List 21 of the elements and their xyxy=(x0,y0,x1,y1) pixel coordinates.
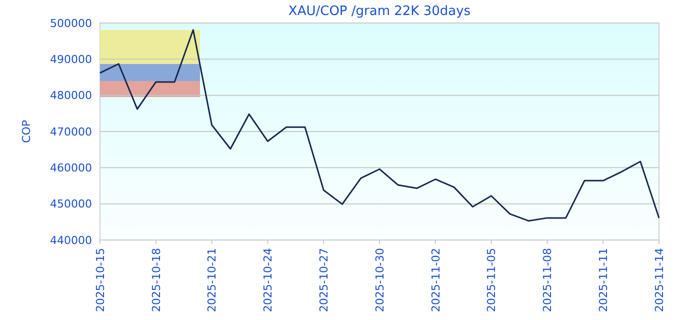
x-tick-label: 2025-10-21 xyxy=(206,248,219,312)
chart-title: XAU/COP /gram 22K 30days xyxy=(288,4,471,19)
y-tick-label: 470000 xyxy=(50,125,92,138)
y-tick-label: 500000 xyxy=(50,16,92,30)
x-tick-label: 2025-10-18 xyxy=(150,248,163,312)
y-tick-label: 450000 xyxy=(50,198,92,211)
x-tick-label: 2025-11-02 xyxy=(429,248,442,312)
y-tick-label: 490000 xyxy=(50,53,92,66)
x-tick-label: 2025-11-11 xyxy=(596,248,610,312)
x-tick-label: 2025-11-05 xyxy=(485,248,498,312)
y-tick-label: 440000 xyxy=(50,234,92,247)
y-tick-label: 480000 xyxy=(50,89,92,102)
y-tick-label: 460000 xyxy=(50,162,92,175)
x-tick-label: 2025-10-30 xyxy=(373,248,386,312)
x-tick-label: 2025-10-15 xyxy=(94,248,107,312)
x-tick-label: 2025-11-08 xyxy=(541,248,554,312)
line-series xyxy=(99,29,660,222)
x-tick-label: 2025-10-27 xyxy=(317,248,330,312)
x-tick-label: 2025-10-24 xyxy=(262,248,275,312)
x-tick-label: 2025-11-14 xyxy=(652,248,666,312)
y-axis-title: COP xyxy=(20,120,33,143)
